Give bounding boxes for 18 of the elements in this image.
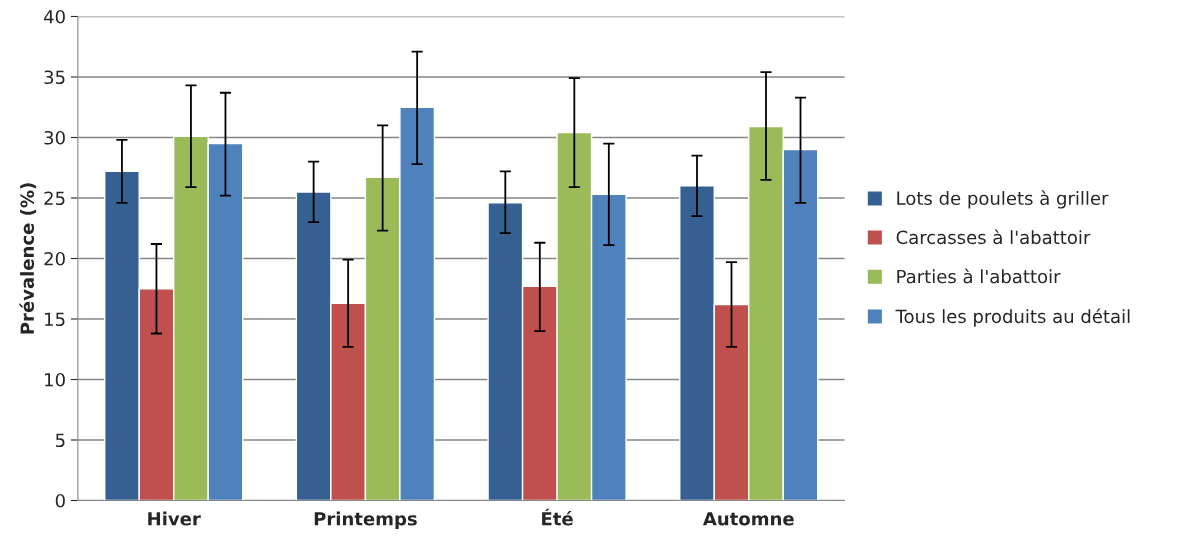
y-tick-label: 30: [44, 130, 65, 145]
y-tick-label: 10: [45, 372, 65, 387]
x-tick-label: Automne: [702, 512, 794, 526]
y-tick-label: 5: [55, 433, 65, 448]
y-tick-label: 15: [45, 312, 65, 327]
x-tick-label: Été: [542, 508, 573, 526]
legend-label: Tous les produits au détail: [895, 308, 1130, 327]
y-tick-label: 40: [43, 9, 65, 24]
y-axis-title: Prévalence (%): [19, 183, 37, 334]
y-tick-label: 25: [44, 191, 65, 206]
y-tick-label: 0: [55, 493, 65, 508]
y-tick-label: 35: [44, 70, 65, 85]
legend-label: Lots de poulets à griller: [897, 190, 1109, 209]
x-tick-label: Hiver: [148, 511, 201, 526]
x-tick-label: Printemps: [314, 511, 417, 530]
legend-label: Parties à l'abattoir: [897, 268, 1061, 284]
y-tick-label: 20: [44, 251, 65, 266]
legend-label: Carcasses à l'abattoir: [896, 229, 1091, 245]
